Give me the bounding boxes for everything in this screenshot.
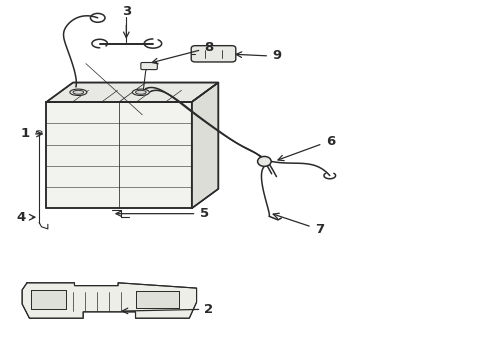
Text: 7: 7 [315, 223, 324, 236]
Polygon shape [192, 82, 219, 208]
FancyBboxPatch shape [141, 63, 157, 69]
Text: 1: 1 [21, 127, 30, 140]
Polygon shape [22, 283, 196, 318]
Text: 6: 6 [326, 135, 336, 148]
Text: 3: 3 [122, 5, 131, 18]
Ellipse shape [132, 89, 149, 95]
Polygon shape [47, 82, 219, 102]
Circle shape [258, 157, 271, 166]
Ellipse shape [73, 90, 84, 94]
Polygon shape [31, 290, 66, 309]
FancyBboxPatch shape [191, 46, 236, 62]
Ellipse shape [36, 131, 42, 134]
Polygon shape [47, 102, 192, 208]
Ellipse shape [70, 89, 87, 95]
Text: 2: 2 [204, 303, 213, 316]
Text: 8: 8 [204, 41, 214, 54]
Text: 4: 4 [17, 211, 26, 224]
Polygon shape [136, 291, 179, 307]
Text: 5: 5 [200, 207, 210, 220]
Text: 9: 9 [272, 49, 281, 62]
Ellipse shape [136, 90, 146, 94]
